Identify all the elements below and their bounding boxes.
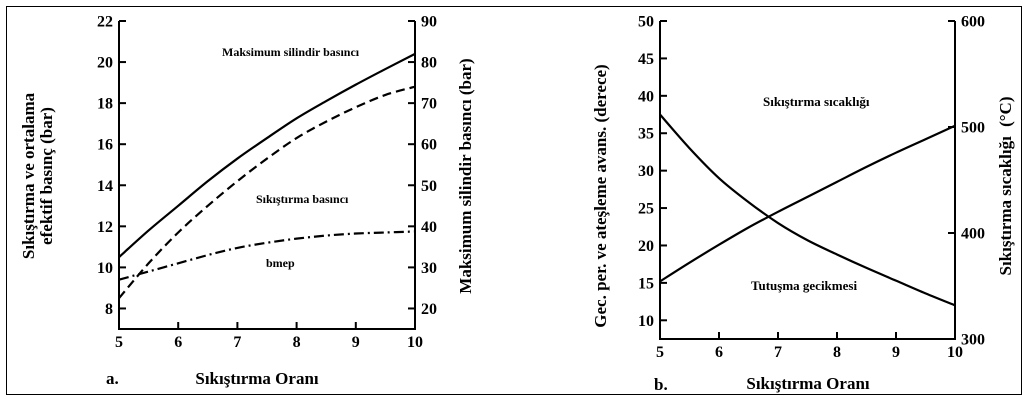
figure-frame — [6, 6, 1022, 395]
panel-b-annotation-compression-temp: Sıkıştırma sıcaklığı — [763, 94, 870, 109]
panel-a-chart: Sıkıştırma ve ortalama efektif basınç (b… — [19, 14, 475, 389]
panel-a-ylabel-right: Maksimum silindir basıncı (bar) — [456, 58, 475, 293]
panel-a-x-tick-label: 5 — [115, 334, 123, 351]
panel-a-series-line-2 — [118, 85, 416, 299]
panel-a-y-left-tick-label: 8 — [105, 301, 113, 318]
panel-b-chart: Gec. per. ve ateşleme avans. (derece) Sı… — [591, 14, 1015, 395]
panel-a-letter: a. — [106, 369, 119, 388]
panel-b-y-left-tick-label: 30 — [638, 163, 654, 180]
panel-a-y-right-tick-label: 80 — [421, 55, 437, 72]
panel-a-ylabel-left-line1: Sıkıştırma ve ortalama — [19, 92, 38, 259]
panel-a-y-left-tick-label: 18 — [97, 96, 113, 113]
panel-a-annotation-bmep: bmep — [266, 256, 295, 270]
panel-a-y-left-tick-label: 14 — [97, 178, 113, 195]
panel-b-series-line-1 — [659, 124, 956, 283]
panel-b-x-tick-label: 7 — [774, 344, 782, 361]
panel-b-x-tick-label: 8 — [833, 344, 841, 361]
svg-text:Sıkıştırma sıcaklığı (: Sıkıştırma sıcaklığı (°C) — [996, 97, 1015, 276]
panel-a-y-left-tick-label: 16 — [97, 137, 113, 154]
panel-b-ylabel-left: Gec. per. ve ateşleme avans. (derece) — [591, 64, 610, 327]
panel-b-series-line-2 — [659, 113, 956, 307]
panel-a-x-tick-label: 9 — [352, 334, 360, 351]
panel-a-x-tick-label: 7 — [233, 334, 241, 351]
panel-a-ylabel-left-line2: efektif basınç (bar) — [37, 107, 56, 245]
panel-b-ylabel-right-unit: (°C) — [996, 97, 1015, 127]
panel-b-y-left-tick-label: 10 — [638, 313, 654, 330]
panel-b-y-left-tick-label: 25 — [638, 201, 654, 218]
panel-a-x-tick-label: 8 — [293, 334, 301, 351]
panel-b-xlabel: Sıkıştırma Oranı — [746, 374, 870, 393]
panel-b-ylabel-right: Sıkıştırma sıcaklığı — [996, 136, 1015, 276]
panel-a-x-tick-label: 10 — [407, 334, 423, 351]
panel-a-y-right-tick-label: 70 — [421, 96, 437, 113]
panel-b-y-left-tick-label: 35 — [638, 126, 654, 143]
panel-b-y-left-tick-label: 20 — [638, 238, 654, 255]
panel-b-x-tick-label: 6 — [715, 344, 723, 361]
panel-a-y-right-tick-label: 50 — [421, 178, 437, 195]
panel-a-y-left-tick-label: 22 — [97, 14, 113, 31]
panel-b-letter: b. — [654, 375, 668, 394]
panel-a-xlabel: Sıkıştırma Oranı — [195, 369, 319, 388]
panel-a-y-right-tick-label: 90 — [421, 14, 437, 31]
panel-b-y-left-tick-label: 50 — [638, 14, 654, 31]
panel-a-y-left-tick-label: 10 — [97, 260, 113, 277]
panel-a-annotation-max-pressure: Maksimum silindir basıncı — [222, 45, 360, 59]
panel-b-axes-frame — [659, 21, 956, 340]
panel-b-y-right-tick-label: 400 — [961, 226, 985, 243]
panel-a-x-tick-label: 6 — [174, 334, 182, 351]
panel-a-annotation-compression-pressure: Sıkıştırma basıncı — [256, 192, 349, 206]
panel-b-y-right-tick-label: 600 — [961, 14, 985, 31]
panel-b-y-left-tick-label: 15 — [638, 275, 654, 292]
panel-b-y-right-tick-label: 300 — [961, 332, 985, 349]
panel-b-annotation-ignition-delay: Tutuşma gecikmesi — [751, 278, 857, 293]
panel-a-y-right-tick-label: 30 — [421, 260, 437, 277]
panel-a-y-right-tick-label: 60 — [421, 137, 437, 154]
panel-b-y-left-tick-label: 40 — [638, 88, 654, 105]
panel-a-series-line-1 — [118, 52, 416, 258]
panel-b-x-tick-label: 10 — [947, 344, 963, 361]
panel-b-y-left-tick-label: 45 — [638, 51, 654, 68]
panel-a-y-left-tick-label: 12 — [97, 219, 113, 236]
panel-b-x-tick-label: 9 — [892, 344, 900, 361]
panel-b-x-tick-label: 5 — [656, 344, 664, 361]
panel-a-y-right-tick-label: 20 — [421, 301, 437, 318]
panel-a-axes-frame — [118, 21, 416, 330]
panel-a-y-left-tick-label: 20 — [97, 55, 113, 72]
panel-a-y-right-tick-label: 40 — [421, 219, 437, 236]
panel-b-y-right-tick-label: 500 — [961, 120, 985, 137]
